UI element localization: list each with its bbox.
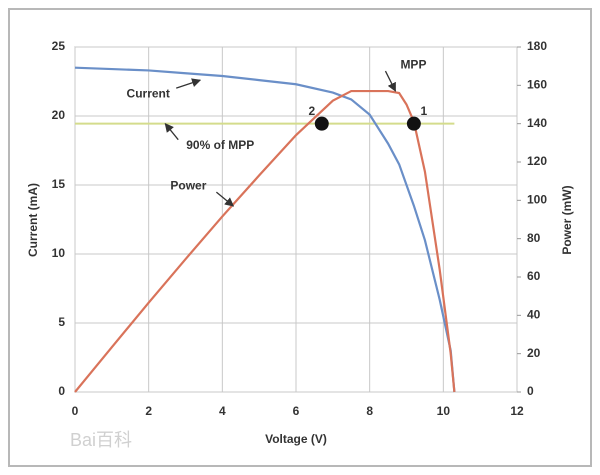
y2-tick-label: 40 (527, 308, 541, 322)
y2-tick-label: 0 (527, 384, 534, 398)
y-tick-label: 15 (52, 177, 66, 191)
annotation: 90% of MPP (186, 138, 254, 152)
y2-tick-label: 60 (527, 269, 541, 283)
annotation-arrow (215, 191, 235, 207)
y2-tick-label: 160 (527, 78, 547, 92)
series-line (74, 89, 456, 393)
y2-axis-label: Power (mW) (560, 185, 574, 254)
annotation: Current (127, 86, 170, 100)
point-label: 2 (308, 104, 315, 118)
y2-tick-label: 120 (527, 154, 547, 168)
x-tick-label: 12 (510, 404, 524, 418)
annotation-arrow (384, 70, 397, 92)
annotation-arrow (164, 122, 179, 141)
y2-tick-label: 20 (527, 346, 541, 360)
y2-tick-label: 140 (527, 116, 547, 130)
y2-tick-label: 180 (527, 39, 547, 53)
y-tick-label: 10 (52, 246, 66, 260)
point-marker (406, 116, 421, 131)
y-tick-label: 25 (52, 39, 66, 53)
x-tick-label: 8 (366, 404, 373, 418)
x-tick-label: 0 (72, 404, 79, 418)
x-tick-label: 2 (145, 404, 152, 418)
y-tick-label: 5 (58, 315, 65, 329)
x-axis-label: Voltage (V) (265, 432, 327, 446)
watermark: Bai百科 (70, 430, 132, 450)
y2-tick-label: 80 (527, 231, 541, 245)
annotation: Power (170, 178, 206, 192)
x-tick-label: 6 (293, 404, 300, 418)
point-marker (314, 116, 329, 131)
y2-tick-label: 100 (527, 193, 547, 207)
x-tick-label: 10 (437, 404, 451, 418)
y-tick-label: 20 (52, 108, 66, 122)
x-tick-label: 4 (219, 404, 226, 418)
point-label: 1 (421, 104, 428, 118)
y-axis-label: Current (mA) (26, 183, 40, 257)
annotation: MPP (400, 57, 426, 71)
series-line (74, 66, 456, 393)
annotation-arrow (176, 78, 202, 89)
y-tick-label: 0 (58, 384, 65, 398)
